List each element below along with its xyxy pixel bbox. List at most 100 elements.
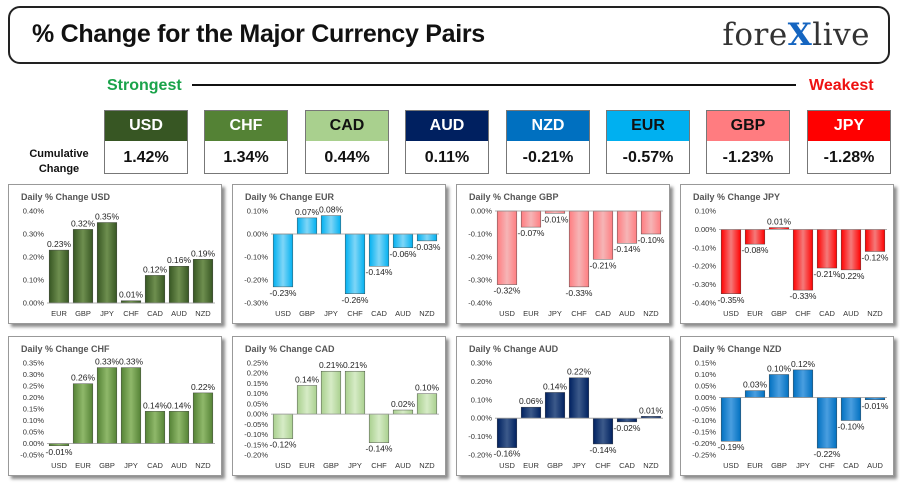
currency-code: AUD [406, 111, 488, 141]
bar-nzd [192, 392, 214, 444]
chart-svg: Daily % Change GBP -0.40% -0.30% -0.20% -0.1… [468, 192, 665, 318]
currency-box-chf: CHF 1.34% [204, 110, 288, 174]
y-tick-label: 0.00% [247, 410, 269, 419]
bar-chf [568, 210, 590, 288]
x-tick-label: NZD [643, 309, 659, 318]
bar-cad [144, 411, 166, 444]
bar-gbp [72, 229, 94, 304]
currency-cumulative-value: -1.28% [823, 149, 875, 166]
data-label: 0.10% [415, 383, 440, 393]
x-tick-label: CAD [147, 461, 163, 470]
currency-code: GBP [707, 111, 789, 141]
data-label: 0.12% [143, 264, 168, 274]
data-label: 0.16% [167, 255, 192, 265]
x-tick-label: NZD [643, 461, 659, 470]
data-label: 0.21% [319, 360, 344, 370]
data-label: -0.21% [590, 260, 617, 270]
y-tick-label: -0.25% [692, 451, 716, 460]
chart-title: Daily % Change CAD [245, 344, 335, 354]
data-label: 0.14% [143, 400, 168, 410]
x-tick-label: CHF [819, 461, 835, 470]
data-label: 0.14% [543, 381, 568, 391]
y-tick-label: 0.20% [23, 393, 45, 402]
chart-title: Daily % Change GBP [469, 192, 559, 202]
y-tick-label: 0.30% [23, 370, 45, 379]
y-tick-label: -0.05% [244, 420, 268, 429]
y-tick-label: 0.10% [695, 370, 717, 379]
y-tick-label: 0.15% [23, 405, 45, 414]
forexlive-logo: foreXlive [722, 17, 870, 53]
weakest-label: Weakest [809, 77, 874, 94]
bar-eur [744, 390, 766, 398]
bar-eur [72, 383, 94, 444]
data-label: -0.23% [270, 288, 297, 298]
currency-cumulative-value: -1.23% [722, 149, 774, 166]
x-tick-label: JPY [348, 461, 362, 470]
bar-aud [616, 210, 638, 244]
x-tick-label: EUR [75, 461, 91, 470]
bar-usd [272, 413, 294, 439]
data-label: -0.10% [838, 422, 865, 432]
data-label: -0.33% [566, 288, 593, 298]
x-tick-label: AUD [171, 309, 187, 318]
bar-nzd [192, 259, 214, 304]
y-tick-label: -0.30% [468, 276, 492, 285]
currency-box-gbp: GBP -1.23% [706, 110, 790, 174]
logo-text-left: fore [722, 17, 788, 53]
bar-usd [720, 397, 742, 442]
data-label: 0.33% [119, 357, 144, 367]
chart-title: Daily % Change USD [21, 192, 111, 202]
x-tick-label: USD [723, 461, 739, 470]
chart-panel-gbp: Daily % Change GBP -0.40% -0.30% -0.20% -0.1… [456, 184, 670, 324]
x-tick-label: CHF [571, 309, 587, 318]
bar-jpy [792, 369, 814, 398]
data-label: -0.33% [790, 291, 817, 301]
x-tick-label: GBP [547, 461, 563, 470]
data-label: -0.06% [390, 249, 417, 259]
x-tick-label: EUR [747, 309, 763, 318]
x-tick-label: JPY [324, 309, 338, 318]
y-tick-label: 0.15% [695, 359, 717, 368]
y-tick-label: 0.10% [471, 395, 493, 404]
data-label: -0.19% [718, 442, 745, 452]
bar-aud [840, 229, 862, 271]
bar-usd [496, 417, 518, 448]
data-label: -0.08% [742, 245, 769, 255]
currency-cumulative-value: 1.42% [123, 149, 169, 166]
x-tick-label: CAD [619, 461, 635, 470]
data-label: -0.07% [518, 228, 545, 238]
data-label: 0.35% [95, 212, 120, 222]
y-tick-label: 0.00% [23, 299, 45, 308]
chart-title: Daily % Change CHF [21, 344, 110, 354]
y-tick-label: -0.20% [244, 276, 268, 285]
bar-nzd [640, 210, 662, 235]
chart-svg: Daily % Change CAD -0.20% -0.15%-0.10%-0.0… [244, 344, 440, 470]
x-tick-label: JPY [572, 461, 586, 470]
bar-cad [144, 275, 166, 304]
data-label: -0.02% [614, 423, 641, 433]
y-tick-label: 0.00% [695, 225, 717, 234]
bar-eur [744, 229, 766, 245]
currency-box-cad: CAD 0.44% [305, 110, 389, 174]
x-tick-label: GBP [771, 309, 787, 318]
data-label: 0.26% [71, 373, 96, 383]
bar-nzd [416, 233, 438, 242]
chart-panel-chf: Daily % Change CHF -0.05% 0.00% 0.05% 0.10% 0… [8, 336, 222, 476]
y-tick-label: 0.30% [23, 230, 45, 239]
currency-code: EUR [607, 111, 689, 141]
currency-code: USD [105, 111, 187, 141]
bar-eur [520, 210, 542, 228]
page-title: % Change for the Major Currency Pairs [32, 20, 485, 48]
bar-nzd [864, 229, 886, 252]
header-banner: % Change for the Major Currency Pairs fo… [8, 6, 890, 64]
x-tick-label: CAD [843, 461, 859, 470]
currency-code: CAD [306, 111, 388, 141]
x-tick-label: JPY [124, 461, 138, 470]
bar-cad [816, 229, 838, 269]
chart-panel-aud: Daily % Change AUD -0.20% -0.10% 0.00% 0.10%… [456, 336, 670, 476]
x-tick-label: CHF [123, 309, 139, 318]
chart-title: Daily % Change AUD [469, 344, 559, 354]
y-tick-label: 0.05% [695, 382, 717, 391]
data-label: 0.08% [319, 205, 344, 215]
data-label: -0.16% [494, 449, 521, 459]
